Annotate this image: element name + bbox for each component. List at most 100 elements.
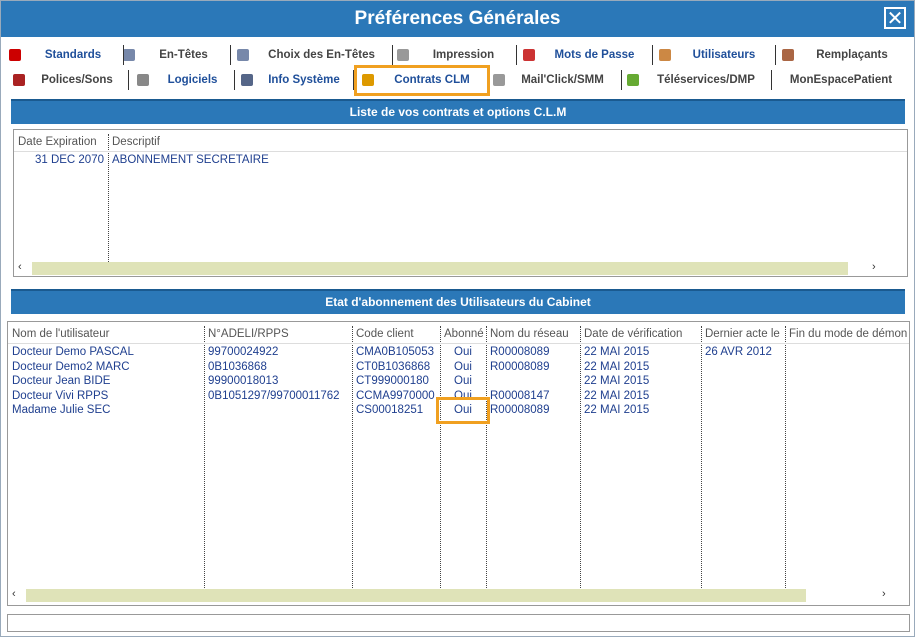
column-header: N°ADELI/RPPS [208, 328, 289, 340]
tab[interactable]: Choix des En-Têtes [268, 49, 375, 61]
tab-separator [775, 45, 776, 65]
tab-separator [771, 70, 772, 90]
cell: 31 DEC 2070 [34, 154, 104, 166]
cell: Madame Julie SEC [12, 404, 111, 417]
column-divider [486, 326, 487, 588]
column-header: Code client [356, 328, 414, 340]
tab[interactable]: Standards [44, 49, 102, 61]
column-header: Descriptif [112, 136, 160, 148]
column-divider [108, 134, 109, 268]
column-header: Nom de l'utilisateur [12, 328, 110, 340]
cell: 99700024922 [208, 346, 279, 358]
cell: 0B1036868 [208, 360, 267, 373]
column-header: Date de vérification [584, 328, 683, 340]
tab-separator [353, 70, 354, 90]
tab[interactable]: Utilisateurs [692, 49, 756, 61]
tab-icon [241, 74, 253, 86]
users-table: Nom de l'utilisateur N°ADELI/RPPS Code cli… [7, 321, 910, 606]
cell: Oui [454, 404, 472, 417]
horizontal-scrollbar [32, 262, 848, 275]
cell: R00008089 [490, 346, 550, 358]
cell: R00008089 [490, 360, 550, 373]
highlight [436, 397, 490, 424]
tab[interactable]: Impression [432, 49, 495, 61]
scroll-arrow[interactable]: ‹ [12, 588, 16, 600]
cell: CMA0B105053 [356, 346, 434, 358]
tab-icon [362, 74, 374, 86]
column-header: Nom du réseau [490, 328, 569, 340]
cell: Docteur Demo2 MARC [12, 360, 130, 373]
scroll-arrow[interactable]: › [872, 261, 876, 273]
header-divider [14, 151, 907, 152]
tab[interactable]: Polices/Sons [41, 74, 113, 86]
tab-separator [123, 45, 124, 65]
cell: 22 MAI 2015 [584, 346, 650, 358]
tab[interactable]: Logiciels [167, 74, 218, 86]
cell: Oui [454, 346, 472, 358]
tab-icon [782, 49, 794, 61]
tab-icon [627, 74, 639, 86]
contracts-table: Date Expiration Descriptif 31 DEC 2070 ABON… [13, 129, 908, 277]
column-divider [440, 326, 441, 588]
tab[interactable]: Mots de Passe [554, 49, 635, 61]
cell: 99900018013 [208, 375, 279, 388]
cell: CS00018251 [356, 404, 424, 417]
close-button[interactable]: ✕ [884, 7, 906, 30]
tab[interactable]: En-Têtes [159, 49, 208, 61]
cell: ABONNEMENT SECRETAIRE [112, 154, 269, 166]
tab-icon [523, 49, 535, 61]
cell: Docteur Jean BIDE [12, 375, 111, 388]
cell: Docteur Vivi RPPS [12, 389, 109, 402]
tab-separator [516, 45, 517, 65]
tab[interactable]: Remplaçants [816, 49, 888, 61]
tab-separator [128, 70, 129, 90]
cell: Oui [454, 375, 472, 388]
tab[interactable]: Info Système [268, 74, 340, 86]
column-header: Abonné [444, 328, 484, 340]
column-header: Fin du mode de démons [789, 328, 907, 340]
column-divider [701, 326, 702, 588]
cell: CT0B1036868 [356, 360, 431, 373]
cell: 26 AVR 2012 [705, 346, 772, 358]
cell: Docteur Demo PASCAL [12, 346, 134, 358]
status-bar [7, 614, 910, 632]
tab-icon [9, 49, 21, 61]
column-divider [580, 326, 581, 588]
tab-icon [237, 49, 249, 61]
tab-separator [230, 45, 231, 65]
cell: R00008147 [490, 389, 550, 402]
tab-icon [137, 74, 149, 86]
column-header: Dernier acte le [705, 328, 780, 340]
title-bar: Préférences Générales [1, 1, 914, 37]
tab[interactable]: Mail'Click/SMM [521, 74, 604, 86]
tab-separator [621, 70, 622, 90]
tab-icon [493, 74, 505, 86]
highlight [354, 65, 490, 96]
column-divider [204, 326, 205, 588]
header-divider [8, 343, 909, 344]
tab-separator [652, 45, 653, 65]
tab-separator [392, 45, 393, 65]
tab[interactable]: Téléservices/DMP [657, 74, 755, 86]
column-header: Date Expiration [18, 136, 97, 148]
cell: 22 MAI 2015 [584, 360, 650, 373]
tab-icon [397, 49, 409, 61]
tab-separator [234, 70, 235, 90]
tab-icon [13, 74, 25, 86]
cell: 22 MAI 2015 [584, 389, 650, 402]
scroll-arrow[interactable]: › [882, 588, 886, 600]
cell: 22 MAI 2015 [584, 404, 650, 417]
cell: R00008089 [490, 404, 550, 417]
column-divider [785, 326, 786, 588]
cell: 22 MAI 2015 [584, 375, 650, 388]
scroll-arrow[interactable]: ‹ [18, 261, 22, 273]
section-header: Etat d'abonnement des Utilisateurs du Ca… [11, 289, 905, 314]
column-divider [352, 326, 353, 588]
tab[interactable]: Contrats CLM [394, 74, 470, 86]
tab[interactable]: MonEspacePatient [789, 74, 893, 86]
cell: CT999000180 [356, 375, 429, 388]
tab-icon [659, 49, 671, 61]
cell: Oui [454, 360, 472, 373]
cell: CCMA9970000 [356, 389, 435, 402]
